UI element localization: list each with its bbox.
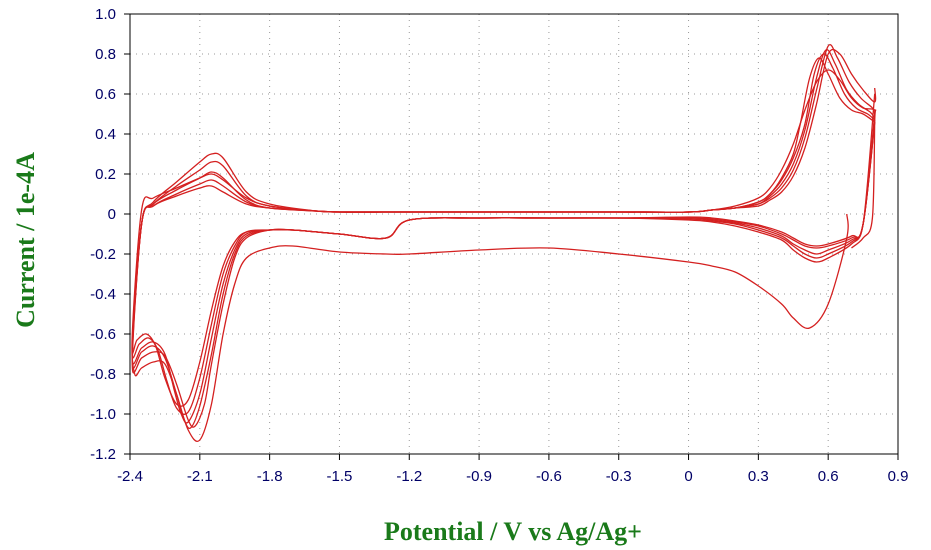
x-tick-label: 0 bbox=[684, 468, 692, 485]
x-tick-label: -1.8 bbox=[257, 468, 283, 485]
series-line-cycle-2 bbox=[131, 57, 876, 428]
axis-ticks bbox=[124, 13, 899, 460]
x-tick-label: -2.4 bbox=[117, 468, 143, 485]
x-tick-label: -1.2 bbox=[396, 468, 422, 485]
y-tick-label: 0.4 bbox=[95, 126, 116, 143]
y-tick-label: -0.8 bbox=[90, 366, 116, 383]
series-line-cycle-5 bbox=[131, 44, 876, 415]
y-tick-label: -0.4 bbox=[90, 286, 116, 303]
y-tick-label: -0.2 bbox=[90, 246, 116, 263]
x-tick-label: -0.6 bbox=[536, 468, 562, 485]
y-tick-label: 0 bbox=[108, 206, 116, 223]
y-tick-label: 0.2 bbox=[95, 166, 116, 183]
y-tick-label: 0.6 bbox=[95, 86, 116, 103]
x-axis-title: Potential / V vs Ag/Ag+ bbox=[384, 517, 642, 546]
x-tick-labels: -2.4 -2.1 -1.8 -1.5 -1.2 -0.9 -0.6 -0.3 0 0.3 0.6 0… bbox=[117, 468, 908, 485]
y-tick-label: -0.6 bbox=[90, 326, 116, 343]
x-tick-label: -0.9 bbox=[466, 468, 492, 485]
y-axis-title: Current / 1e-4A bbox=[11, 152, 40, 328]
x-tick-label: -1.5 bbox=[327, 468, 353, 485]
data-series bbox=[131, 44, 877, 442]
plot-frame bbox=[129, 13, 899, 455]
y-tick-label: 1.0 bbox=[95, 6, 116, 23]
x-tick-label: -2.1 bbox=[187, 468, 213, 485]
y-tick-label: -1.0 bbox=[90, 406, 116, 423]
series-line-cycle-6 bbox=[131, 48, 877, 407]
x-tick-label: 0.3 bbox=[748, 468, 769, 485]
y-tick-labels: 1.0 0.8 0.6 0.4 0.2 0 -0.2 -0.4 -0.6 -0.8 -1.0 -1.2 bbox=[90, 6, 116, 463]
x-tick-label: 0.6 bbox=[818, 468, 839, 485]
series-line-cycle-3 bbox=[131, 53, 876, 430]
y-tick-label: -1.2 bbox=[90, 446, 116, 463]
y-tick-label: 0.8 bbox=[95, 46, 116, 63]
x-tick-label: -0.3 bbox=[606, 468, 632, 485]
series-line-cycle-1 bbox=[131, 69, 877, 442]
series-line-cycle-4 bbox=[131, 49, 876, 424]
x-tick-label: 0.9 bbox=[888, 468, 909, 485]
